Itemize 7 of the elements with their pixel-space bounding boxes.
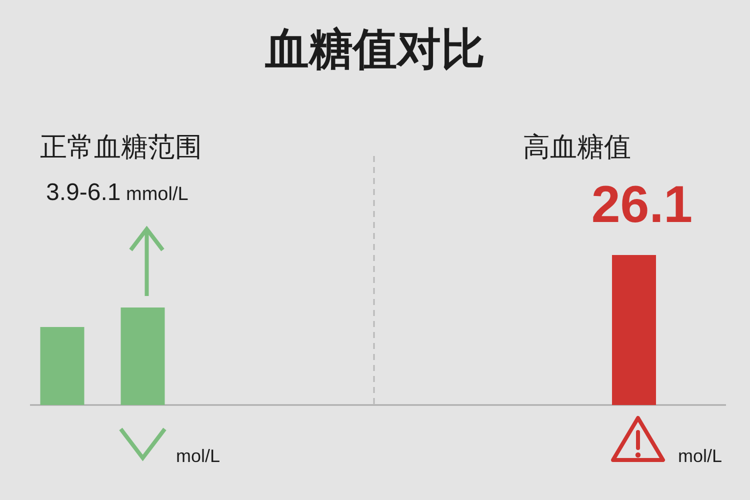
- text: 26.1: [591, 176, 693, 234]
- text: 正常血糖范围: [40, 132, 202, 162]
- text: 3.9-6.1 mmol/L: [46, 179, 188, 206]
- chart-title: 血糖值对比: [264, 25, 485, 74]
- text: 高血糖值: [523, 132, 631, 162]
- text: mol/L: [678, 446, 722, 466]
- text: mol/L: [176, 446, 220, 466]
